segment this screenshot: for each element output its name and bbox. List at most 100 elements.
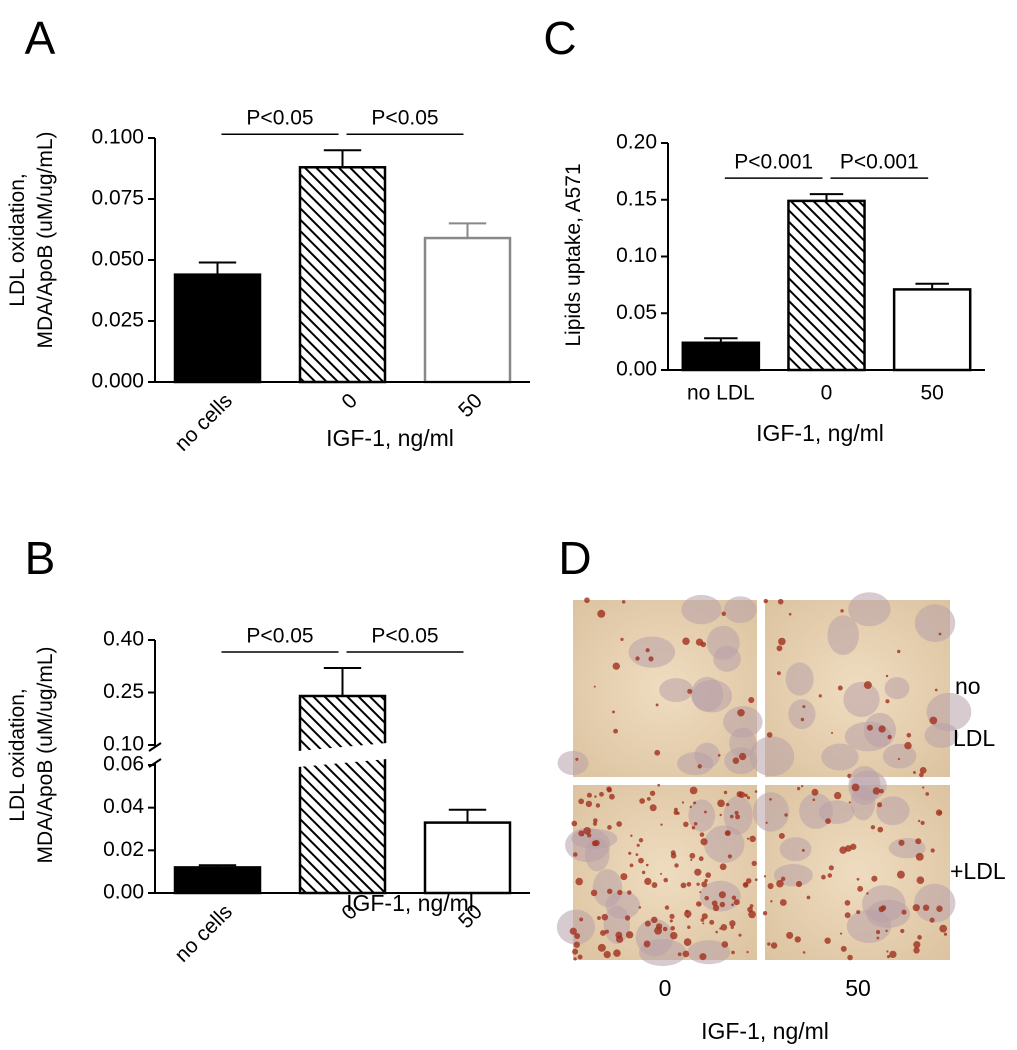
lipid-droplet xyxy=(689,786,698,795)
lipid-droplet xyxy=(806,895,811,900)
cell xyxy=(848,592,891,627)
lipid-droplet xyxy=(742,882,749,888)
lipid-droplet xyxy=(597,916,601,920)
cell xyxy=(926,692,972,732)
lipid-droplet xyxy=(776,645,783,652)
lipid-droplet xyxy=(801,784,804,788)
lipid-droplet xyxy=(593,818,598,823)
panel-letter: C xyxy=(543,12,576,64)
lipid-droplet xyxy=(663,877,669,883)
lipid-droplet xyxy=(577,954,583,960)
lipid-droplet xyxy=(913,947,920,954)
lipid-droplet xyxy=(705,872,712,878)
lipid-droplet xyxy=(802,705,806,709)
lipid-droplet xyxy=(718,891,726,899)
lipid-droplet xyxy=(698,856,704,862)
bar xyxy=(298,166,387,384)
lipid-droplet xyxy=(613,949,621,957)
lipid-droplet xyxy=(837,685,843,691)
lipid-droplet xyxy=(912,771,916,774)
lipid-droplet xyxy=(729,814,734,819)
lipid-droplet xyxy=(664,905,670,910)
significance-label: P<0.001 xyxy=(734,151,813,174)
lipid-droplet xyxy=(936,905,943,912)
cell xyxy=(785,662,814,696)
lipid-droplet xyxy=(579,917,584,922)
lipid-droplet xyxy=(571,820,578,827)
lipid-droplet xyxy=(655,703,659,707)
lipid-droplet xyxy=(904,741,912,750)
lipid-droplet xyxy=(607,888,613,895)
significance-label: P<0.05 xyxy=(246,625,313,648)
lipid-droplet xyxy=(685,909,689,913)
x-axis-label: IGF-1, ng/ml xyxy=(326,425,454,451)
lipid-droplet xyxy=(578,798,585,805)
lipid-droplet xyxy=(767,942,771,946)
lipid-droplet xyxy=(621,600,626,604)
lipid-droplet xyxy=(721,611,726,616)
row-label: no xyxy=(955,673,981,699)
lipid-droplet xyxy=(592,821,598,826)
lipid-droplet xyxy=(677,952,682,957)
lipid-droplet xyxy=(723,790,728,795)
lipid-droplet xyxy=(699,891,702,894)
y-tick-label: 0.075 xyxy=(91,187,144,210)
row-label: +LDL xyxy=(950,858,1006,884)
lipid-droplet xyxy=(929,917,935,923)
lipid-droplet xyxy=(745,878,752,884)
lipid-droplet xyxy=(693,821,698,826)
lipid-droplet xyxy=(917,935,922,940)
lipid-droplet xyxy=(683,938,692,946)
y-tick-label: 0.06 xyxy=(103,753,144,776)
lipid-droplet xyxy=(643,940,651,948)
bar xyxy=(681,341,761,372)
cell xyxy=(818,800,855,825)
lipid-droplet xyxy=(635,853,639,857)
lipid-droplet xyxy=(746,837,750,840)
cell xyxy=(843,681,880,717)
lipid-droplet xyxy=(731,903,734,907)
lipid-droplet xyxy=(607,825,612,830)
cell xyxy=(659,678,694,702)
y-tick-label: 0.00 xyxy=(616,358,657,381)
cell xyxy=(635,918,674,957)
lipid-droplet xyxy=(689,805,692,809)
lipid-droplet xyxy=(828,865,834,871)
column-label: 0 xyxy=(659,975,672,1001)
lipid-droplet xyxy=(878,906,885,913)
lipid-droplet xyxy=(662,926,668,932)
lipid-droplet xyxy=(839,846,847,854)
lipid-droplet xyxy=(599,791,604,797)
lipid-droplet xyxy=(593,685,596,688)
lipid-droplet xyxy=(943,932,948,936)
lipid-droplet xyxy=(670,852,677,859)
lipid-droplet xyxy=(763,598,769,604)
lipid-droplet xyxy=(744,793,748,798)
lipid-droplet xyxy=(670,925,675,931)
lipid-droplet xyxy=(717,799,725,808)
lipid-droplet xyxy=(938,632,942,636)
lipid-droplet xyxy=(748,910,756,919)
lipid-droplet xyxy=(754,878,758,882)
lipid-droplet xyxy=(777,598,784,605)
lipid-droplet xyxy=(818,694,822,698)
lipid-droplet xyxy=(767,883,774,890)
cell xyxy=(584,837,610,872)
lipid-droplet xyxy=(578,830,585,837)
lipid-droplet xyxy=(922,904,930,911)
lipid-droplet xyxy=(646,796,651,801)
lipid-droplet xyxy=(641,870,646,875)
lipid-droplet xyxy=(627,890,632,895)
lipid-droplet xyxy=(681,801,685,804)
micrograph xyxy=(557,594,763,777)
y-tick-label: 0.050 xyxy=(91,248,144,271)
lipid-droplet xyxy=(651,882,658,888)
lipid-droplet xyxy=(738,752,747,761)
bar xyxy=(423,236,512,384)
bar-break xyxy=(298,743,387,767)
lipid-droplet xyxy=(821,874,826,880)
lipid-droplet xyxy=(840,945,847,952)
x-tick-label: 0 xyxy=(821,382,833,405)
lipid-droplet xyxy=(934,688,938,692)
lipid-droplet xyxy=(613,728,619,734)
